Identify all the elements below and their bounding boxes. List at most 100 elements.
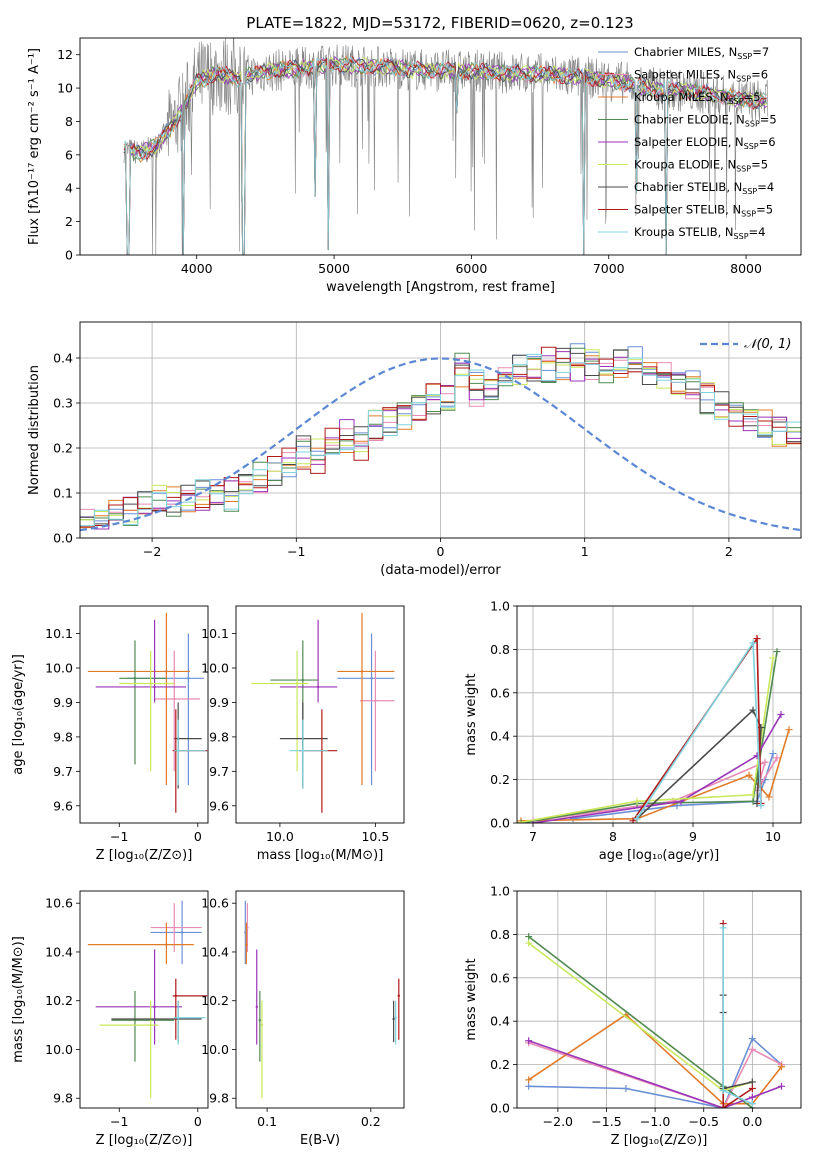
- y-tick-label: 1.0: [490, 884, 510, 899]
- legend-label: Chabrier ELODIE, NSSP=5: [634, 113, 777, 129]
- data-point: [165, 943, 168, 946]
- data-point: [301, 749, 305, 752]
- legend-tail: =5: [760, 113, 777, 127]
- plus-marker: [777, 711, 785, 718]
- x-tick-label: 7: [529, 829, 537, 844]
- data-point: [133, 1019, 137, 1022]
- mass_weight_vs_age-panel: 7 8 9 10 0.0 0.2 0.4 0.6 0.8 1.0 age [log₁₀(age/yr…: [464, 599, 802, 863]
- spectrum-panel: 4000 5000 6000 7000 8000 0 2 4 6 8 10 12 wavelength …: [27, 37, 802, 295]
- data-point: [153, 1005, 156, 1009]
- plus-marker: [748, 1045, 756, 1053]
- y-axis-label: Normed distribution: [27, 365, 42, 495]
- x-axis-label: Z [log₁₀(Z/Z⊙)]: [611, 1133, 708, 1148]
- y-tick-label: 10.6: [201, 896, 229, 911]
- data-point: [374, 699, 377, 702]
- x-tick-label: 8: [609, 829, 617, 844]
- data-point: [149, 1023, 152, 1027]
- data-point: [370, 677, 373, 680]
- x-tick-label: 9: [689, 829, 697, 844]
- observed-spectrum: [123, 38, 769, 255]
- axes-frame: [79, 37, 802, 256]
- axes-frame: [516, 890, 802, 1109]
- age_vs_mass-marks: [251, 612, 395, 813]
- legend-label: Kroupa ELODIE, NSSP=5: [634, 158, 768, 174]
- x-tick-label: 8000: [730, 261, 762, 276]
- x-tick-label: −1: [110, 1114, 128, 1129]
- legend-label: Chabrier MILES, NSSP=7: [634, 45, 769, 61]
- x-tick-label: −0.5: [689, 1114, 719, 1129]
- mass-weight-line: [528, 1042, 782, 1108]
- x-tick-label: 0: [194, 1114, 202, 1129]
- x-tick-label: 5000: [318, 261, 350, 276]
- y-tick-label: 4: [65, 181, 73, 196]
- y-tick-label: 12: [57, 47, 73, 62]
- mass-weight-line: [520, 651, 778, 823]
- x-tick-label: 0: [437, 544, 445, 559]
- plus-marker: [633, 815, 641, 823]
- x-axis-label: E(B-V): [300, 1133, 340, 1148]
- residuals-marks: [80, 343, 801, 532]
- y-tick-label: 0.4: [53, 351, 73, 366]
- plus-marker: [757, 802, 765, 810]
- plus-marker: [773, 648, 781, 656]
- data-point: [153, 685, 156, 689]
- x-tick-label: −1: [287, 544, 305, 559]
- normal-curve: [80, 357, 801, 532]
- plus-marker: [748, 1035, 756, 1043]
- plus-marker: [719, 1104, 727, 1108]
- mass_weight_vs_Z-panel: −2.0 −1.5 −1.0 −0.5 0.0 0.0 0.2 0.4 0.6 0.8 1.0 Z […: [464, 884, 802, 1148]
- x-axis-label: Z [log₁₀(Z/Z⊙)]: [96, 1133, 193, 1148]
- legend-label: 𝒩(0, 1): [744, 337, 791, 352]
- plus-marker: [753, 635, 761, 643]
- legend-sub: SSP: [729, 97, 744, 106]
- axes-frame: [79, 890, 209, 1109]
- legend-label: Kroupa MILES, NSSP=5: [634, 90, 760, 106]
- legend-base: Salpeter STELIB, N: [634, 203, 741, 217]
- y-axis-label: mass weight: [464, 673, 479, 755]
- x-tick-label: 10.5: [361, 829, 389, 844]
- legend-sub: SSP: [734, 232, 749, 241]
- legend-label: Salpeter ELODIE, NSSP=6: [634, 135, 776, 151]
- mass-weight-line: [528, 1039, 782, 1108]
- model-spectrum-3: [123, 57, 768, 255]
- y-axis-label: age [log₁₀(age/yr)]: [11, 654, 26, 775]
- data-point: [255, 1005, 258, 1009]
- y-tick-label: 0.0: [490, 816, 510, 831]
- y-tick-label: 9.8: [209, 1091, 229, 1106]
- mass_weight_vs_age-marks: [517, 635, 793, 823]
- y-tick-label: 8: [65, 114, 73, 129]
- mass-weight-line: [517, 657, 774, 823]
- y-tick-label: 0.3: [53, 396, 73, 411]
- model-spectrum-8: [123, 56, 767, 255]
- plus-marker: [748, 1093, 756, 1101]
- plus-marker: [765, 793, 773, 801]
- y-axis-label: Flux [fλ10⁻¹⁷ erg cm⁻² s⁻¹ A⁻¹]: [27, 48, 42, 245]
- y-tick-label: 0.4: [490, 729, 510, 744]
- age_vs_Z-marks: [87, 612, 208, 813]
- y-tick-label: 9.6: [53, 798, 73, 813]
- data-point: [165, 670, 168, 673]
- data-point: [149, 682, 152, 685]
- data-point: [295, 682, 299, 685]
- axes-frame: [235, 605, 405, 824]
- plus-marker: [778, 1082, 786, 1090]
- legend-base: Kroupa MILES, N: [634, 90, 729, 104]
- plus-marker: [769, 750, 777, 758]
- age_vs_mass-panel: 10.0 10.5 9.6 9.7 9.8 9.9 10.0 10.1 mass [log₁₀(…: [201, 605, 405, 863]
- plus-marker: [719, 924, 727, 932]
- mass_vs_Z-panel: −1 0 9.8 10.0 10.2 10.4 10.6 Z [log₁₀(Z/Z⊙)] mas…: [11, 890, 209, 1148]
- y-tick-label: 10.2: [45, 993, 73, 1008]
- data-point: [133, 677, 137, 680]
- plus-marker: [633, 797, 641, 805]
- mass-weight-line: [528, 1037, 783, 1108]
- data-point: [260, 1023, 264, 1027]
- data-point: [176, 1016, 180, 1019]
- legend-sub: SSP: [736, 165, 751, 174]
- y-tick-label: 10.0: [201, 1042, 229, 1057]
- plus-marker: [525, 1082, 533, 1090]
- y-tick-label: 10.0: [45, 1042, 73, 1057]
- data-point: [360, 670, 364, 673]
- residual-histogram-7: [80, 346, 801, 528]
- y-tick-label: 0.2: [490, 772, 510, 787]
- y-tick-label: 0.2: [490, 1057, 510, 1072]
